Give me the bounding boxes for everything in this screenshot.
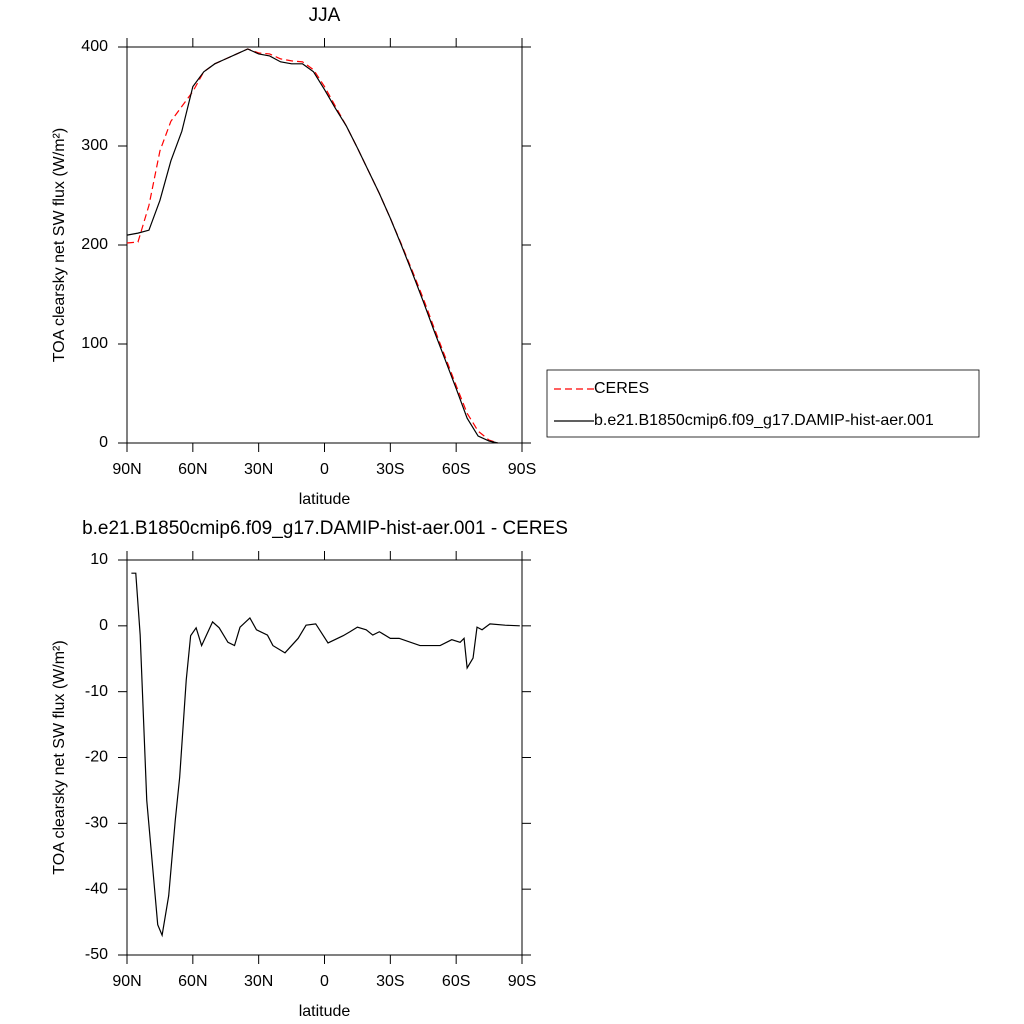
x-tick-label: 90N — [112, 461, 141, 478]
x-tick-label: 30N — [244, 973, 273, 990]
x-tick-label: 60N — [178, 461, 207, 478]
x-tick-label: 90S — [508, 973, 536, 990]
chart-title: b.e21.B1850cmip6.f09_g17.DAMIP-hist-aer.… — [82, 518, 568, 539]
data-line — [126, 48, 498, 444]
x-axis-label: latitude — [299, 491, 351, 508]
y-tick-label: 0 — [99, 434, 108, 451]
x-tick-label: 90S — [508, 461, 536, 478]
x-tick-label: 30S — [376, 973, 404, 990]
y-tick-label: 100 — [81, 335, 108, 352]
data-line — [131, 572, 520, 938]
y-tick-label: -50 — [85, 946, 108, 963]
plot-frame — [126, 559, 523, 956]
x-tick-label: 30S — [376, 461, 404, 478]
y-tick-label: 400 — [81, 38, 108, 55]
y-tick-label: -40 — [85, 880, 108, 897]
x-axis-label: latitude — [299, 1003, 351, 1020]
y-tick-label: -10 — [85, 683, 108, 700]
plot-frame — [126, 46, 523, 444]
y-tick-label: 10 — [90, 551, 108, 568]
x-tick-label: 60S — [442, 973, 470, 990]
y-tick-label: -30 — [85, 815, 108, 832]
x-tick-label: 60N — [178, 973, 207, 990]
x-tick-label: 60S — [442, 461, 470, 478]
y-tick-label: 300 — [81, 137, 108, 154]
legend-box — [546, 369, 980, 438]
x-tick-label: 0 — [320, 973, 329, 990]
data-line — [126, 48, 499, 444]
chart-title: JJA — [309, 5, 341, 26]
legend-label: CERES — [594, 380, 649, 397]
y-tick-label: 0 — [99, 617, 108, 634]
y-tick-label: 200 — [81, 236, 108, 253]
x-tick-label: 0 — [320, 461, 329, 478]
y-axis-label: TOA clearsky net SW flux (W/m²) — [51, 128, 68, 362]
y-axis-label: TOA clearsky net SW flux (W/m²) — [51, 640, 68, 874]
x-tick-label: 30N — [244, 461, 273, 478]
y-tick-label: -20 — [85, 749, 108, 766]
legend-label: b.e21.B1850cmip6.f09_g17.DAMIP-hist-aer.… — [594, 412, 934, 429]
x-tick-label: 90N — [112, 973, 141, 990]
